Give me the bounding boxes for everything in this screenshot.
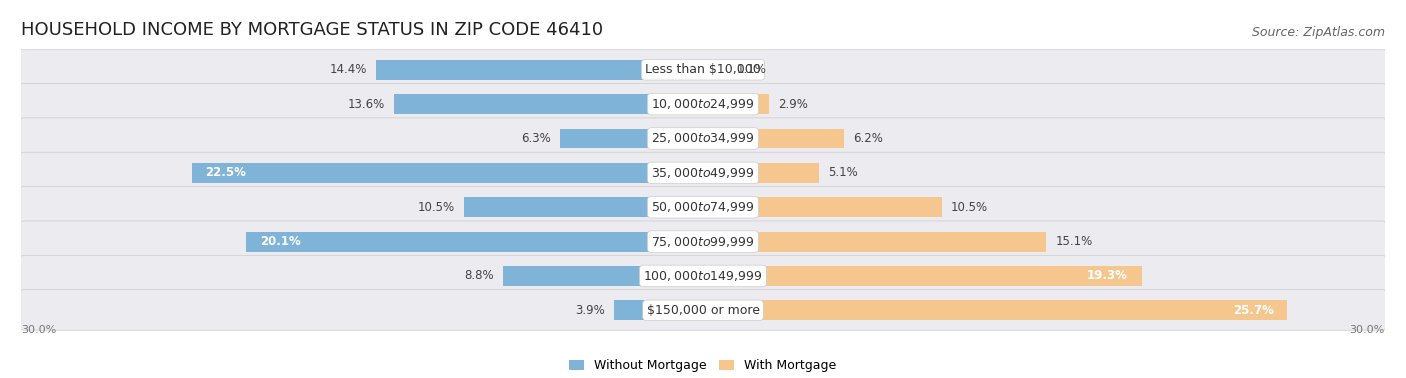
Bar (703, 266, 1142, 286)
Text: 19.3%: 19.3% (1087, 270, 1128, 282)
Bar (191, 163, 703, 183)
Text: 6.2%: 6.2% (853, 132, 883, 145)
Bar (703, 129, 844, 149)
Text: 6.3%: 6.3% (522, 132, 551, 145)
Text: 10.5%: 10.5% (418, 201, 456, 214)
Text: 13.6%: 13.6% (347, 98, 385, 111)
Text: 10.5%: 10.5% (950, 201, 988, 214)
Bar (503, 266, 703, 286)
Bar (394, 94, 703, 114)
Text: $100,000 to $149,999: $100,000 to $149,999 (644, 269, 762, 283)
Bar (703, 301, 1286, 320)
Text: $10,000 to $24,999: $10,000 to $24,999 (651, 97, 755, 111)
Bar (375, 60, 703, 80)
Text: HOUSEHOLD INCOME BY MORTGAGE STATUS IN ZIP CODE 46410: HOUSEHOLD INCOME BY MORTGAGE STATUS IN Z… (21, 21, 603, 39)
FancyBboxPatch shape (20, 84, 1386, 124)
Text: 1.1%: 1.1% (737, 63, 766, 76)
Text: 22.5%: 22.5% (205, 166, 246, 179)
Text: $35,000 to $49,999: $35,000 to $49,999 (651, 166, 755, 180)
Bar (464, 197, 703, 217)
Bar (703, 197, 942, 217)
Text: 15.1%: 15.1% (1056, 235, 1092, 248)
Text: $50,000 to $74,999: $50,000 to $74,999 (651, 200, 755, 214)
Bar (246, 232, 703, 251)
Text: 5.1%: 5.1% (828, 166, 858, 179)
Text: 25.7%: 25.7% (1233, 304, 1274, 317)
Bar (560, 129, 703, 149)
Text: 30.0%: 30.0% (21, 325, 56, 335)
Text: Source: ZipAtlas.com: Source: ZipAtlas.com (1251, 26, 1385, 39)
Bar (703, 163, 818, 183)
Text: $75,000 to $99,999: $75,000 to $99,999 (651, 235, 755, 249)
FancyBboxPatch shape (20, 152, 1386, 193)
FancyBboxPatch shape (20, 118, 1386, 158)
Text: $25,000 to $34,999: $25,000 to $34,999 (651, 132, 755, 146)
FancyBboxPatch shape (20, 290, 1386, 330)
Text: 8.8%: 8.8% (464, 270, 494, 282)
Bar (703, 94, 769, 114)
FancyBboxPatch shape (20, 221, 1386, 262)
Bar (703, 232, 1046, 251)
Bar (614, 301, 703, 320)
Text: 2.9%: 2.9% (778, 98, 808, 111)
FancyBboxPatch shape (20, 49, 1386, 90)
Text: 20.1%: 20.1% (260, 235, 301, 248)
Text: 30.0%: 30.0% (1350, 325, 1385, 335)
FancyBboxPatch shape (20, 255, 1386, 296)
Legend: Without Mortgage, With Mortgage: Without Mortgage, With Mortgage (564, 355, 842, 377)
Text: 3.9%: 3.9% (575, 304, 605, 317)
Bar (703, 60, 728, 80)
Text: 14.4%: 14.4% (329, 63, 367, 76)
Text: $150,000 or more: $150,000 or more (647, 304, 759, 317)
Text: Less than $10,000: Less than $10,000 (645, 63, 761, 76)
FancyBboxPatch shape (20, 187, 1386, 227)
